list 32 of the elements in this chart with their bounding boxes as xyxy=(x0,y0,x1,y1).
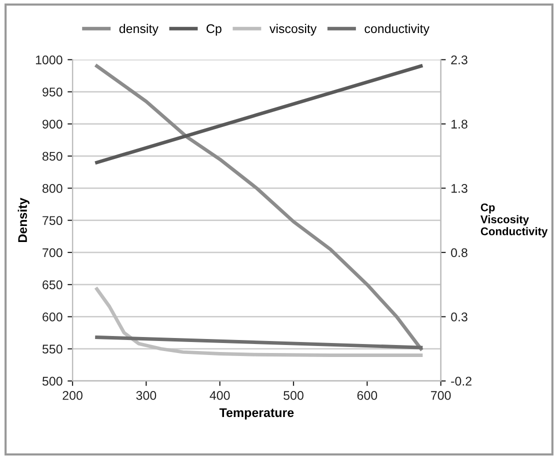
line-series xyxy=(95,287,423,357)
y-tick-label: 850 xyxy=(42,152,62,161)
y-tick-label: 750 xyxy=(42,216,62,225)
y2-axis-title: Cp Viscosity Conductivity xyxy=(480,203,548,238)
x-tick-label: 300 xyxy=(136,391,156,400)
legend-label: Cp xyxy=(206,24,222,36)
x-tick-label: 400 xyxy=(210,391,230,400)
x-tick-label: 700 xyxy=(431,391,451,400)
y2-tick-label: 0.3 xyxy=(451,312,468,322)
y-tick-label: 600 xyxy=(42,312,62,322)
line-series xyxy=(95,64,423,351)
legend-label: viscosity xyxy=(269,24,317,36)
y2-tick-label: 1.3 xyxy=(451,184,468,193)
y-tick-label: 550 xyxy=(42,344,62,354)
y-axis-title: Density xyxy=(18,198,30,242)
y-tick-label: 900 xyxy=(42,120,62,129)
y-tick-label: 1000 xyxy=(36,55,62,64)
y2-tick-label: 0.8 xyxy=(451,248,468,258)
y-tick-label: 650 xyxy=(42,280,62,290)
y-tick-label: 800 xyxy=(42,184,62,193)
legend-label: conductivity xyxy=(364,24,430,36)
y2-tick-label: 1.8 xyxy=(451,120,468,129)
y-tick-label: 950 xyxy=(42,88,62,96)
y2-tick-label: -0.2 xyxy=(451,376,472,386)
x-tick-label: 200 xyxy=(62,391,82,400)
x-axis-title: Temperature xyxy=(219,408,294,420)
x-tick-label: 600 xyxy=(357,391,378,400)
y2-tick-label: 2.3 xyxy=(451,55,468,64)
legend-label: density xyxy=(119,24,158,36)
y-tick-label: 700 xyxy=(42,248,62,258)
y-tick-label: 500 xyxy=(42,376,62,386)
x-tick-label: 500 xyxy=(284,391,304,400)
